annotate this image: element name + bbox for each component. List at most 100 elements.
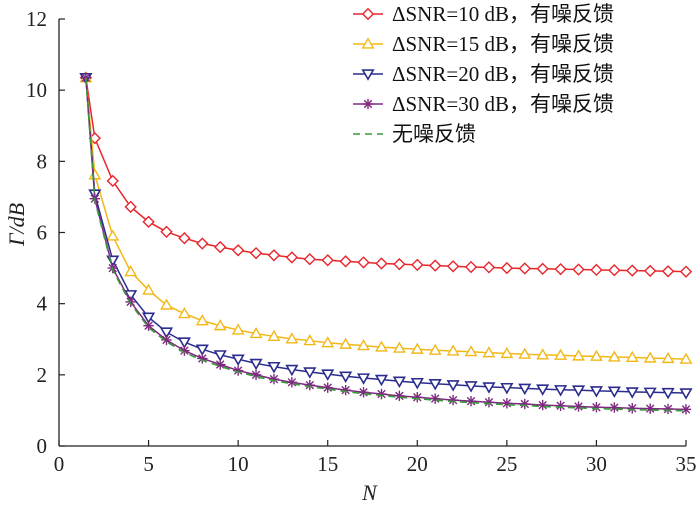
data-point [392, 376, 406, 389]
data-point [339, 371, 353, 384]
data-point [177, 307, 191, 319]
data-point [250, 369, 262, 381]
data-point [142, 283, 155, 295]
data-point [340, 384, 351, 396]
data-point [214, 240, 227, 254]
plot-area [79, 71, 693, 415]
data-point [428, 379, 442, 391]
data-point [249, 326, 263, 339]
legend-swatch-marker [362, 98, 374, 110]
x-tick-label: 30 [586, 452, 607, 476]
data-point [500, 382, 514, 395]
data-point [500, 346, 514, 359]
y-tick-label: 10 [26, 78, 47, 102]
legend-entry-5: 无噪反馈 [353, 122, 476, 146]
data-point [625, 350, 639, 362]
data-point [679, 352, 693, 364]
data-point [231, 323, 245, 335]
data-point [411, 258, 424, 272]
data-point [537, 399, 548, 411]
y-tick-label: 8 [37, 149, 48, 173]
legend-label: ΔSNR=30 dB，有噪反馈 [392, 92, 614, 116]
data-point [518, 347, 532, 359]
x-tick-label: 25 [496, 452, 517, 476]
data-point [303, 367, 317, 379]
data-point [160, 298, 173, 310]
y-tick-label: 4 [37, 292, 48, 316]
data-point [286, 377, 298, 388]
data-point [393, 257, 406, 271]
data-point [143, 320, 154, 331]
data-point [177, 337, 191, 349]
data-point [464, 381, 478, 393]
data-point [661, 351, 675, 364]
data-point [195, 314, 209, 326]
data-point [661, 265, 675, 278]
data-point [392, 341, 406, 353]
data-point [339, 337, 353, 349]
data-point [160, 225, 173, 238]
data-point [106, 229, 120, 241]
data-point [321, 336, 335, 348]
x-tick-label: 0 [54, 452, 65, 476]
x-tick-label: 35 [676, 452, 697, 476]
data-point [141, 312, 156, 325]
data-point [571, 385, 586, 397]
data-point [464, 345, 478, 357]
legend-entry-1: ΔSNR=10 dB，有噪反馈 [353, 2, 614, 26]
data-point [178, 232, 191, 245]
data-point [446, 344, 460, 356]
legend-label: 无噪反馈 [392, 122, 476, 146]
data-point [428, 343, 442, 355]
data-point [591, 402, 602, 413]
data-point [321, 369, 335, 381]
x-tick-label: 20 [407, 452, 428, 476]
data-point [358, 387, 369, 398]
data-point [644, 403, 656, 414]
legend-label: ΔSNR=15 dB，有噪反馈 [392, 32, 614, 56]
legend-label: ΔSNR=20 dB，有噪反馈 [392, 62, 614, 86]
x-tick-label: 5 [143, 452, 154, 476]
data-point [680, 404, 692, 415]
data-point [518, 383, 532, 396]
data-point [356, 373, 371, 385]
data-point [573, 401, 584, 412]
data-point [554, 262, 567, 276]
data-point [124, 200, 137, 214]
data-point [661, 387, 675, 400]
data-point [572, 263, 585, 276]
data-point [159, 327, 174, 339]
data-point [609, 402, 620, 413]
data-point [500, 261, 514, 275]
data-point [213, 319, 227, 331]
data-point [625, 387, 639, 399]
data-point [446, 380, 460, 392]
y-tick-label: 0 [37, 434, 48, 458]
data-point [249, 358, 263, 371]
data-point [590, 349, 603, 361]
legend: ΔSNR=10 dB，有噪反馈 ΔSNR=15 dB，有噪反馈 ΔSNR=20 dB… [353, 2, 614, 146]
data-point [249, 246, 263, 260]
series-markers-2 [79, 71, 693, 364]
data-point [195, 344, 209, 357]
data-point [483, 397, 495, 408]
data-point [482, 382, 496, 394]
data-point [482, 346, 496, 358]
data-point [643, 387, 657, 400]
data-point [608, 264, 621, 277]
data-point [590, 263, 603, 277]
data-point [106, 174, 119, 188]
data-point [394, 390, 405, 402]
data-point [662, 403, 674, 415]
x-axis-label: N [361, 480, 378, 505]
data-point [267, 249, 281, 262]
data-point [357, 256, 370, 269]
data-point [429, 259, 442, 272]
data-point [410, 342, 424, 354]
data-point [213, 350, 227, 362]
data-point [643, 351, 657, 363]
data-point [196, 237, 209, 250]
legend-entry-2: ΔSNR=15 dB，有噪反馈 [353, 32, 614, 56]
y-tick-label: 6 [37, 221, 48, 245]
data-point [231, 244, 245, 257]
